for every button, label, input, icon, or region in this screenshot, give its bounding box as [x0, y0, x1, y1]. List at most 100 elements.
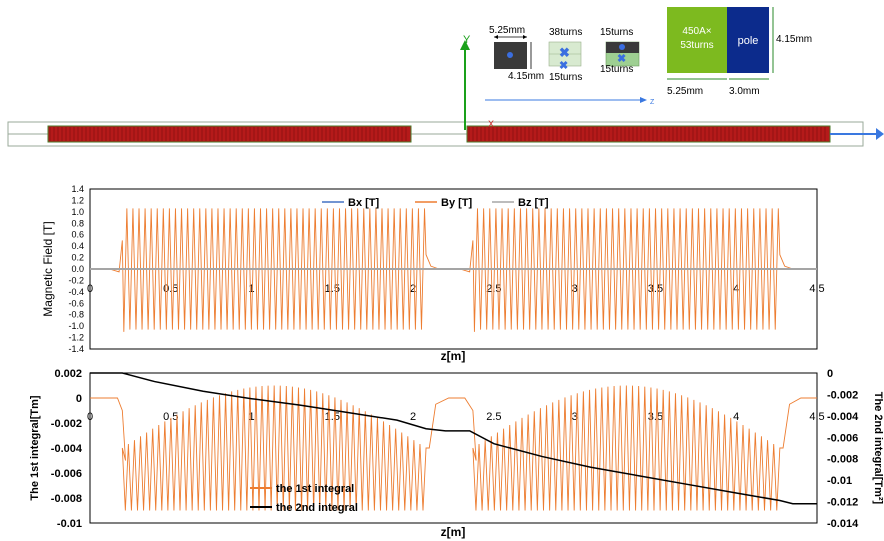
- chart1-y-tick-label: -0.8: [68, 310, 84, 320]
- chart2-x-ticks: 0 0.5 1 1.5 2 2.5 3 3.5 4 4.5: [87, 411, 825, 423]
- turns-38-label: 38turns: [549, 27, 582, 38]
- integral-chart: -0.01 -0.008 -0.006 -0.004 -0.002 0 0.002 -0.0…: [29, 368, 884, 539]
- chart1-x-tick-label: 3.5: [648, 283, 663, 295]
- undulator-section-1-pattern: [49, 127, 407, 141]
- chart1-series: [90, 208, 817, 332]
- z-axis-indicator-head: [640, 97, 647, 103]
- chart2-series: [90, 372, 817, 511]
- chart2-y-tick-label: -0.01: [57, 518, 82, 530]
- chart1-y-tick-label: -1.0: [68, 321, 84, 331]
- chart1-y-tick-label: 1.0: [71, 207, 84, 217]
- coil-cross-marker-2: ✖: [559, 60, 568, 72]
- undulator-section-1: [47, 125, 412, 143]
- y-axis-arrowhead: [460, 40, 470, 50]
- chart1-y-tick-label: 0.4: [71, 241, 84, 251]
- chart2-x-tick-label: 1.5: [325, 411, 340, 423]
- coil-block: [667, 7, 727, 73]
- y-axis-label: Y: [463, 34, 471, 46]
- chart2-x-tick-label: 2.5: [486, 411, 501, 423]
- chart2-y2-tick-label: -0.008: [827, 454, 858, 466]
- chart1-y-tick-label: -0.2: [68, 275, 84, 285]
- chart2-frame: [89, 372, 818, 524]
- chart2-y2-tick-label: -0.004: [827, 411, 859, 423]
- legend-label: the 1st integral: [276, 483, 354, 495]
- turns-15-label-b: 15turns: [600, 27, 633, 38]
- chart2-y-tick-label: 0: [76, 393, 82, 405]
- chart2-y-axis-label: The 1st integral[Tm]: [29, 395, 41, 500]
- width-dimension-label: 5.25mm: [489, 25, 525, 36]
- chart1-x-tick-label: 1: [248, 283, 254, 295]
- pole-width-label: 3.0mm: [729, 86, 760, 97]
- x-axis-label: X: [488, 119, 494, 129]
- chart1-x-tick-label: 0: [87, 283, 93, 295]
- chart2-y2-tick-label: -0.01: [827, 475, 852, 487]
- chart2-x-tick-label: 4.5: [809, 411, 824, 423]
- pole-label: pole: [738, 35, 759, 47]
- chart2-y-tick-label: -0.008: [51, 493, 82, 505]
- legend-label: By [T]: [441, 197, 473, 209]
- width-arrow-left: [494, 35, 498, 39]
- beam-direction-arrowhead: [876, 128, 884, 140]
- coil-turns-label: 53turns: [680, 40, 713, 51]
- chart1-y-tick-label: 1.4: [71, 184, 84, 194]
- chart1-x-axis-label: z[m]: [441, 349, 466, 363]
- chart2-y-tick-label: 0.002: [54, 368, 82, 380]
- chart1-y-tick-label: 1.2: [71, 195, 84, 205]
- coil-beam-dot: [619, 44, 625, 50]
- chart2-left-y-ticks: -0.01 -0.008 -0.006 -0.004 -0.002 0 0.002: [51, 368, 83, 530]
- chart1-x-tick-label: 2: [410, 283, 416, 295]
- chart2-right-y-ticks: -0.014 -0.012 -0.01 -0.008 -0.006 -0.004 -0.00…: [827, 368, 859, 530]
- coil-width-label: 5.25mm: [667, 86, 703, 97]
- chart1-x-tick-label: 4: [733, 283, 739, 295]
- series-second-integral-line: [90, 372, 817, 505]
- series-by-line: [109, 208, 793, 332]
- turns-15-label-c: 15turns: [600, 64, 633, 75]
- chart2-y-tick-label: -0.006: [51, 468, 82, 480]
- turns-15-label-a: 15turns: [549, 72, 582, 83]
- magnetic-field-chart: -1.4-1.2 -1.0-0.8 -0.6-0.4 -0.20.00.2 0.40.6…: [41, 184, 825, 363]
- chart2-x-axis-label: z[m]: [441, 525, 466, 539]
- chart2-y-tick-label: -0.004: [51, 443, 83, 455]
- chart2-y2-tick-label: -0.006: [827, 432, 858, 444]
- width-arrow-right: [523, 35, 527, 39]
- chart1-y-tick-label: 0.6: [71, 230, 84, 240]
- height-dimension-label: 4.15mm: [508, 71, 544, 82]
- chart2-y2-axis-label: The 2nd integral[Tm²]: [872, 392, 884, 505]
- legend-label: the 2nd integral: [276, 502, 358, 514]
- chart2-y2-tick-label: -0.002: [827, 389, 858, 401]
- chart2-x-tick-label: 3: [572, 411, 578, 423]
- chart1-y-tick-label: -1.2: [68, 333, 84, 343]
- coil-current-label: 450A×: [682, 26, 711, 37]
- chart1-x-tick-label: 3: [572, 283, 578, 295]
- cross-section-beam-dot: [507, 52, 513, 58]
- chart1-y-tick-label: 0.8: [71, 218, 84, 228]
- chart1-y-tick-label: -0.4: [68, 287, 84, 297]
- series-first-integral-line: [90, 385, 817, 511]
- chart1-y-axis-label: Magnetic Field [T]: [41, 221, 55, 316]
- pole-block: [727, 7, 769, 73]
- chart1-y-tick-label: 0.0: [71, 264, 84, 274]
- chart2-x-tick-label: 0: [87, 411, 93, 423]
- chart2-y2-tick-label: -0.014: [827, 518, 859, 530]
- chart1-x-tick-label: 4.5: [809, 283, 824, 295]
- chart2-y-tick-label: -0.002: [51, 418, 82, 430]
- chart1-y-tick-label: 0.2: [71, 253, 84, 263]
- chart2-x-tick-label: 4: [733, 411, 739, 423]
- magnet-diagram: Y X Z 5.25mm 4.15mm ✖ ✖ 38turns 15turns …: [7, 7, 884, 147]
- chart1-y-tick-label: -0.6: [68, 298, 84, 308]
- chart2-y2-tick-label: 0: [827, 368, 833, 380]
- z-axis-label: Z: [650, 99, 655, 106]
- undulator-section-2: [466, 125, 831, 143]
- coil-cross-marker-1: ✖: [559, 45, 570, 60]
- chart2-x-tick-label: 2: [410, 411, 416, 423]
- chart2-x-tick-label: 0.5: [163, 411, 178, 423]
- chart1-x-tick-label: 1.5: [325, 283, 340, 295]
- undulator-section-2-pattern: [468, 127, 826, 141]
- legend-label: Bz [T]: [518, 197, 549, 209]
- block-height-label: 4.15mm: [776, 34, 812, 45]
- chart2-legend: the 1st integral the 2nd integral: [250, 483, 358, 514]
- chart1-y-ticks: -1.4-1.2 -1.0-0.8 -0.6-0.4 -0.20.00.2 0.40.6…: [68, 184, 84, 354]
- chart2-y2-tick-label: -0.012: [827, 497, 858, 509]
- chart2-x-tick-label: 1: [248, 411, 254, 423]
